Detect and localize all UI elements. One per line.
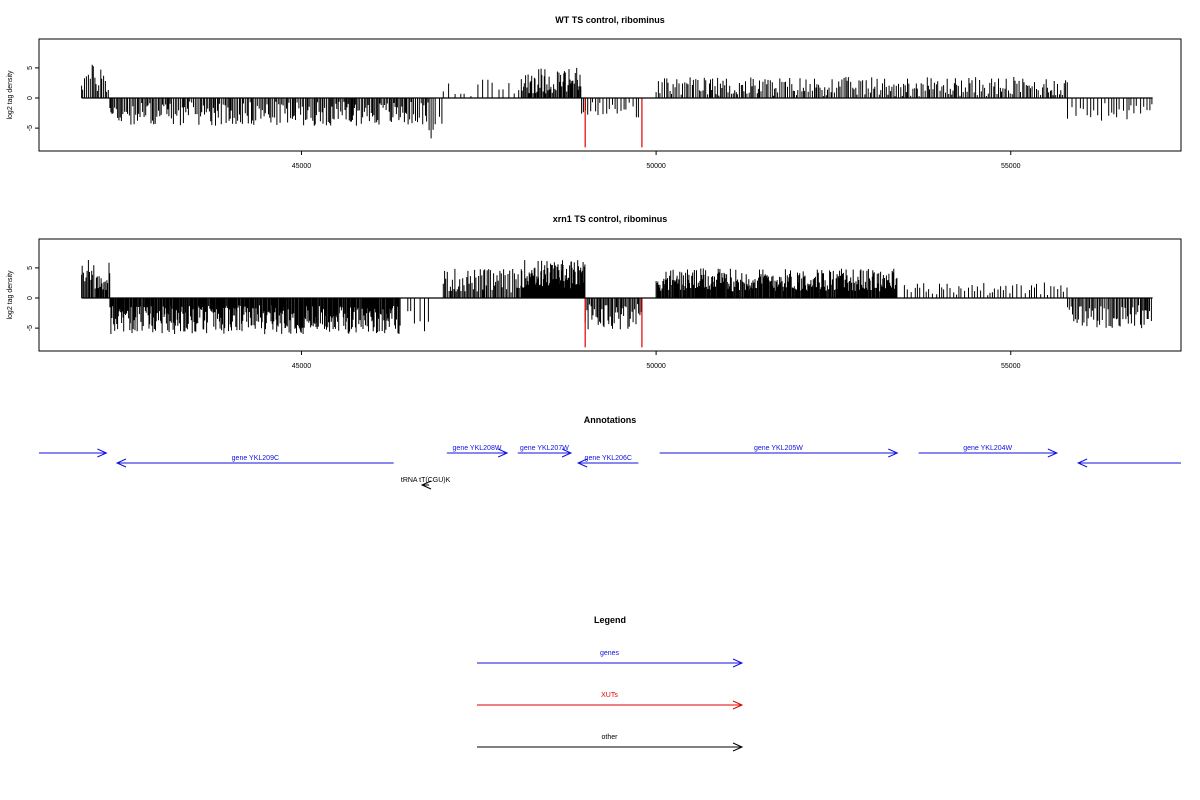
annotations-title: Annotations xyxy=(584,415,637,425)
xrn1-segment-bars-7 xyxy=(903,282,1068,298)
wt-segment-5 xyxy=(581,98,639,118)
legend-arrow-head xyxy=(732,658,744,668)
annotation-arrow-head xyxy=(420,480,432,490)
xrn1-track-frame xyxy=(38,238,1182,352)
wt-track-panel: WT TS control, ribominus log2 tag densit… xyxy=(7,15,1182,170)
annotation-label: gene YKL204W xyxy=(963,445,1012,452)
wt-segment-2 xyxy=(428,98,443,139)
annotation-8: tRNA tT(CGU)K xyxy=(401,477,451,490)
legend-arrow-head xyxy=(732,742,744,752)
legend-panel: Legend genes XUTs other xyxy=(477,615,744,752)
xrn1-segment-bars-4 xyxy=(520,260,586,298)
xrn1-ytick-label-1: 0 xyxy=(27,296,34,300)
xrn1-xtick-label-0: 45000 xyxy=(292,363,312,370)
wt-segment-bars-2 xyxy=(428,98,443,139)
xrn1-segment-8 xyxy=(1067,298,1152,329)
xrn1-track-axes: -5 0 5 45000 50000 55000 xyxy=(27,266,1153,370)
xrn1-segment-3 xyxy=(442,268,522,298)
wt-segment-bars-3 xyxy=(442,79,520,98)
wt-track-ylabel: log2 tag density xyxy=(7,70,14,120)
legend-item-label: other xyxy=(602,734,619,741)
annotation-label: gene YKL205W xyxy=(754,445,803,452)
annotation-label: gene YKL207W xyxy=(520,445,569,452)
wt-segment-3 xyxy=(442,79,520,98)
xrn1-segment-bars-5 xyxy=(584,298,642,330)
annotation-label: tRNA tT(CGU)K xyxy=(401,477,451,484)
xrn1-track-ylabel: log2 tag density xyxy=(7,270,14,320)
wt-segment-bars-4 xyxy=(520,67,582,98)
xrn1-segment-bars-2 xyxy=(407,298,429,332)
xrn1-segment-7 xyxy=(903,282,1068,298)
annotation-arrow-head xyxy=(576,458,588,468)
wt-track-title: WT TS control, ribominus xyxy=(555,15,665,25)
legend-arrow-head xyxy=(732,700,744,710)
xrn1-xtick-label-2: 55000 xyxy=(1001,363,1021,370)
xrn1-ytick-label-0: -5 xyxy=(27,325,34,331)
wt-xtick-label-1: 50000 xyxy=(646,163,666,170)
wt-segment-bars-1 xyxy=(109,98,429,126)
wt-track-frame xyxy=(38,38,1182,152)
xrn1-segment-bars-6 xyxy=(655,268,898,298)
xrn1-segment-0 xyxy=(81,260,111,298)
xrn1-ytick-label-2: 5 xyxy=(27,266,34,270)
xrn1-track-bars xyxy=(81,260,1152,348)
annotation-arrow-head xyxy=(561,448,573,458)
xrn1-segment-2 xyxy=(407,298,429,332)
annotation-1: gene YKL209C xyxy=(115,455,394,468)
xrn1-segment-bars-0 xyxy=(81,260,111,298)
xrn1-segment-1 xyxy=(109,298,401,335)
annotation-arrow-head xyxy=(1047,448,1059,458)
xrn1-segment-5 xyxy=(584,298,642,330)
annotation-6: gene YKL204W xyxy=(918,445,1059,458)
wt-segment-bars-0 xyxy=(81,64,109,98)
annotation-arrow-head xyxy=(115,458,127,468)
legend-item-label: XUTs xyxy=(601,692,618,699)
legend-item-1: XUTs xyxy=(477,692,744,710)
xrn1-track-panel: xrn1 TS control, ribominus log2 tag dens… xyxy=(7,214,1182,370)
xrn1-segment-4 xyxy=(520,260,586,298)
legend-item-2: other xyxy=(477,734,744,752)
annotation-arrow-head xyxy=(497,448,509,458)
xrn1-segment-6 xyxy=(655,268,898,298)
wt-segment-bars-5 xyxy=(581,98,639,118)
xrn1-segment-bars-1 xyxy=(109,298,401,335)
annotation-0 xyxy=(39,448,108,458)
annotation-3: gene YKL207W xyxy=(517,445,573,458)
wt-segment-bars-6 xyxy=(655,77,1068,98)
legend-title: Legend xyxy=(594,615,626,625)
wt-ytick-label-0: -5 xyxy=(27,125,34,131)
wt-ytick-label-1: 0 xyxy=(27,96,34,100)
wt-xtick-label-2: 55000 xyxy=(1001,163,1021,170)
annotation-items: gene YKL209C gene YKL208W gene YKL207W gene… xyxy=(39,445,1181,490)
annotation-arrow-head xyxy=(1076,458,1088,468)
legend-item-label: genes xyxy=(600,650,620,657)
xrn1-xtick-label-1: 50000 xyxy=(646,363,666,370)
wt-segment-4 xyxy=(520,67,582,98)
annotation-2: gene YKL208W xyxy=(446,445,509,458)
wt-segment-1 xyxy=(109,98,429,126)
annotation-4: gene YKL206C xyxy=(576,455,639,468)
annotation-label: gene YKL208W xyxy=(453,445,502,452)
legend-items: genes XUTs other xyxy=(477,650,744,752)
annotation-label: gene YKL209C xyxy=(232,455,279,462)
xrn1-segment-bars-3 xyxy=(442,268,522,298)
wt-segment-6 xyxy=(655,77,1068,98)
legend-item-0: genes xyxy=(477,650,744,668)
annotation-arrow-head xyxy=(97,448,108,458)
wt-ytick-label-2: 5 xyxy=(27,66,34,70)
wt-segment-7 xyxy=(1067,98,1153,121)
wt-track-axes: -5 0 5 45000 50000 55000 xyxy=(27,66,1153,170)
wt-track-bars xyxy=(81,64,1153,148)
annotation-5: gene YKL205W xyxy=(659,445,899,458)
wt-xtick-label-0: 45000 xyxy=(292,163,312,170)
xrn1-track-title: xrn1 TS control, ribominus xyxy=(553,214,668,224)
annotation-label: gene YKL206C xyxy=(585,455,632,462)
annotation-7 xyxy=(1076,458,1181,468)
xrn1-segment-bars-8 xyxy=(1067,298,1152,329)
annotation-arrow-head xyxy=(888,448,899,458)
wt-segment-bars-7 xyxy=(1067,98,1153,121)
wt-segment-0 xyxy=(81,64,109,98)
